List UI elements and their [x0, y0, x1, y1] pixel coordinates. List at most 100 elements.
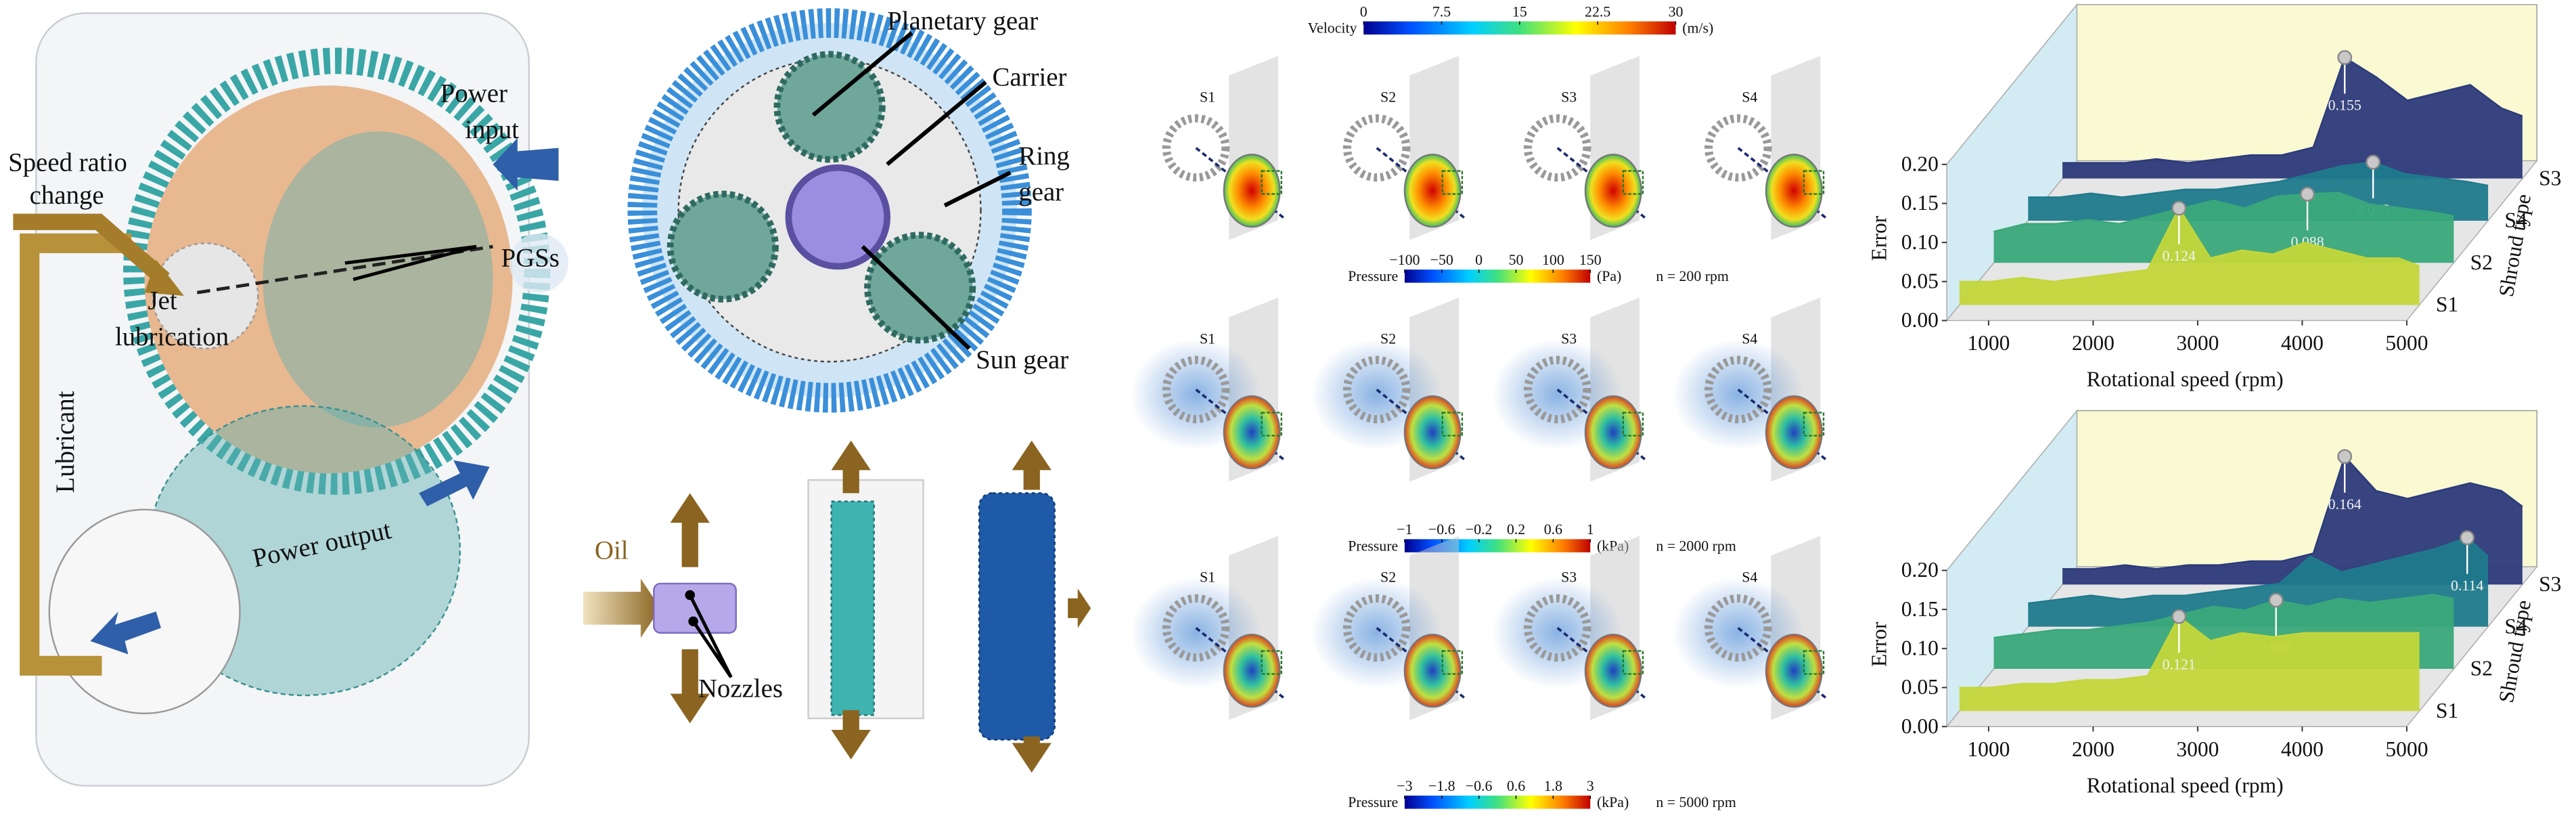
- speed-label: n = 200 rpm: [1656, 268, 1729, 284]
- gear-ring: [1162, 594, 1230, 662]
- shroud-label: S4: [1742, 330, 1757, 347]
- x-tick-label: 1000: [1967, 737, 2010, 761]
- x-tick-label: 5000: [2385, 737, 2428, 761]
- x-tick-label: 4000: [2281, 331, 2324, 355]
- x-tick-label: 5000: [2385, 331, 2428, 355]
- bubble: [509, 233, 569, 293]
- planet: [864, 232, 976, 344]
- output-disk: [48, 508, 241, 714]
- arrow-up: [831, 440, 871, 494]
- colorbar-tick-label: −3: [1397, 778, 1412, 794]
- annotation-point: [2460, 530, 2475, 546]
- y-tick-label: 0.05: [1901, 269, 1939, 292]
- colorbar: [1404, 269, 1591, 283]
- colorbar-tick-label: 150: [1579, 252, 1602, 268]
- focus-box: [1441, 412, 1464, 437]
- x-tick-label: 2000: [2072, 737, 2115, 761]
- lubrication-illustration: Oil Nozzles: [583, 440, 1091, 773]
- oil-arrow: [583, 578, 661, 638]
- colorbar-unit: (kPa): [1597, 794, 1629, 810]
- sun-gear: [785, 164, 890, 270]
- label: PGSs: [501, 243, 560, 272]
- y-tick-label: 0.10: [1901, 636, 1939, 660]
- focus-box: [1261, 170, 1283, 195]
- colorbar-tick-label: 22.5: [1585, 3, 1610, 20]
- colorbar-tick-label: 50: [1509, 252, 1524, 268]
- nozzle-leader: [688, 594, 733, 678]
- colorbar-tick-label: 1.8: [1544, 778, 1562, 794]
- shroud-label: S3: [1561, 330, 1577, 347]
- colorbar-tick-label: 0: [1475, 252, 1483, 268]
- error-chart: S30.155S40.075S20.088S10.1240.000.050.10…: [1867, 3, 2561, 391]
- colorbar-tick-label: 3: [1587, 778, 1594, 794]
- series-line: [1993, 594, 2454, 639]
- legend-label: S2: [2470, 657, 2493, 680]
- label: gear: [1018, 177, 1064, 206]
- gear-ring: [1704, 355, 1772, 424]
- ring-slice: [978, 492, 1056, 741]
- focus-box: [1441, 170, 1464, 195]
- shroud-label: S2: [1380, 569, 1396, 585]
- colorbar-tick-label: 30: [1669, 3, 1684, 20]
- shroud-label: S1: [1200, 569, 1215, 585]
- focus-box: [1441, 650, 1464, 675]
- annotation-point: [2337, 449, 2353, 464]
- annotation-label: 0.155: [2328, 97, 2362, 114]
- legend-label: S1: [2436, 699, 2458, 722]
- annotation-label: 0.121: [2163, 656, 2196, 672]
- colorbar-tick-label: −50: [1430, 252, 1453, 268]
- y-tick-label: 0.20: [1901, 558, 1939, 582]
- gear-ring: [1704, 114, 1772, 182]
- focus-box: [1803, 650, 1825, 675]
- leaders: [811, 31, 1012, 350]
- label: input: [465, 115, 519, 144]
- y-tick-label: 0.10: [1901, 230, 1939, 254]
- gear-slice: [830, 500, 875, 716]
- shroud-label: S3: [1561, 569, 1577, 585]
- dot: [685, 590, 696, 601]
- colorbar-title: Pressure: [1348, 538, 1398, 554]
- legend-label: S3: [2539, 572, 2561, 596]
- colorbar-tick-label: 7.5: [1432, 3, 1451, 20]
- x-tick-label: 2000: [2072, 331, 2115, 355]
- pressure-disk: [1584, 633, 1642, 708]
- label: Nozzles: [698, 674, 783, 703]
- pressure-disk: [1403, 395, 1462, 470]
- shroud-label: S2: [1380, 89, 1396, 106]
- arrow-head: [144, 259, 184, 297]
- gear-ring: [1704, 594, 1772, 662]
- label: Ring: [1018, 142, 1070, 171]
- colorbar-tick-label: −0.6: [1428, 521, 1455, 538]
- arrow-up: [670, 493, 710, 567]
- x-tick-label: 3000: [2176, 737, 2219, 761]
- area-fill: [2062, 456, 2523, 585]
- pressure-disk: [1403, 633, 1462, 708]
- y-axis-label: Error: [1867, 215, 1891, 261]
- pressure-disk: [1223, 633, 1281, 708]
- focus-box: [1261, 650, 1283, 675]
- power-output-arrow: [419, 460, 490, 506]
- label: Oil: [595, 536, 629, 565]
- pressure-disk: [1765, 154, 1823, 228]
- colorbar-title: Velocity: [1308, 20, 1357, 37]
- legend-label: S3: [2539, 166, 2561, 190]
- dot: [688, 616, 698, 627]
- pressure-disk: [1765, 633, 1823, 708]
- colorbar-tick-label: −0.6: [1466, 778, 1493, 794]
- colorbar-tick-label: 15: [1512, 3, 1527, 20]
- series-line: [1959, 206, 2420, 283]
- colorbar-tick-label: 1: [1587, 521, 1594, 538]
- orange-disk: [144, 85, 513, 474]
- colorbar-title: Pressure: [1348, 268, 1398, 284]
- colorbar-tick-label: 0.6: [1544, 521, 1562, 538]
- series-line: [1993, 192, 2454, 233]
- annotation-point: [2300, 186, 2315, 202]
- planet: [666, 190, 779, 303]
- label: Planetary gear: [887, 7, 1038, 36]
- gear-ring: [1342, 594, 1411, 662]
- series-line: [2062, 454, 2523, 570]
- area-fill: [1993, 192, 2454, 263]
- y-tick-label: 0.15: [1901, 597, 1939, 621]
